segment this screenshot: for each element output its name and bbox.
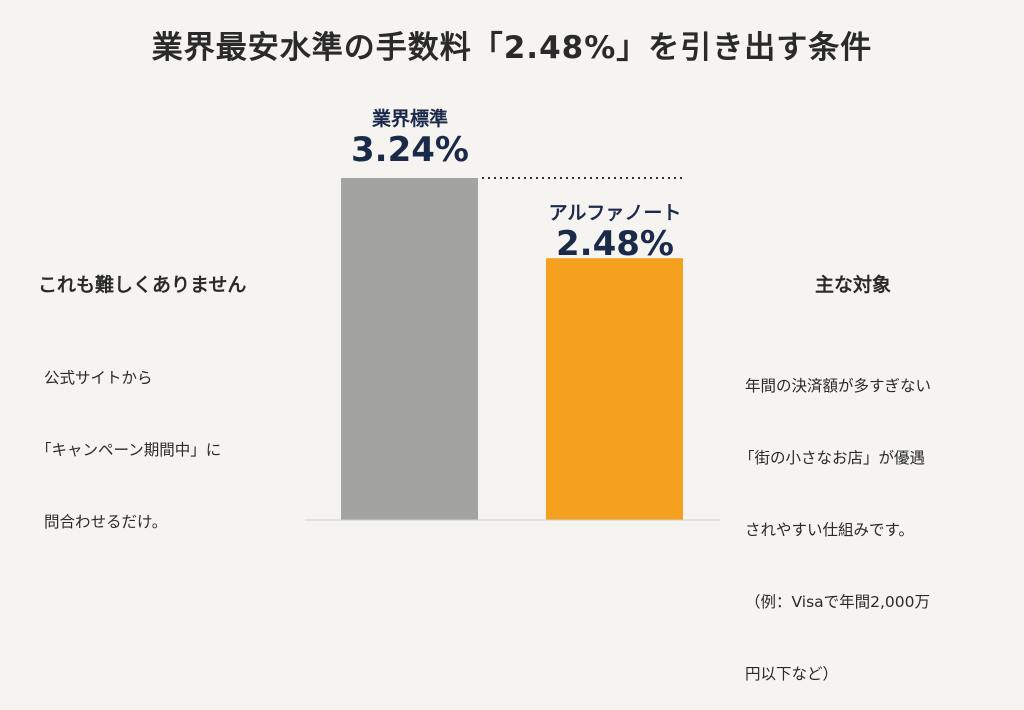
text-line: （例：Visaで年間2,000万 (745, 593, 931, 611)
left-body: 公式サイトから 「キャンペーン期間中」に 問合わせるだけ。 (36, 318, 221, 558)
page-title: 業界最安水準の手数料「2.48%」を引き出す条件 (151, 30, 873, 66)
data-label: 2.48% (556, 224, 674, 264)
text-line: されやすい仕組みです。 (745, 521, 914, 539)
bar (546, 258, 683, 520)
text-line: 公式サイトから (44, 369, 153, 387)
left-heading: これも難しくありません (38, 274, 247, 296)
bar (341, 178, 478, 520)
data-label: 3.24% (351, 130, 469, 170)
text-line: 「街の小さなお店」が優遇 (739, 449, 926, 467)
category-label: 業界標準 (371, 108, 448, 130)
bar-chart (305, 177, 720, 521)
right-heading: 主な対象 (815, 274, 892, 296)
category-label: アルファノート (548, 202, 682, 224)
right-body: 年間の決済額が多すぎない 「街の小さなお店」が優遇 されやすい仕組みです。 （例… (739, 326, 932, 710)
text-line: 問合わせるだけ。 (44, 513, 168, 531)
text-line: 「キャンペーン期間中」に (36, 441, 222, 459)
text-line: 年間の決済額が多すぎない (745, 377, 932, 395)
bar-label-alphanote: アルファノート 2.48% (515, 198, 715, 263)
text-line: 円以下など） (745, 665, 839, 683)
bar-label-industry: 業界標準 3.24% (330, 104, 490, 169)
